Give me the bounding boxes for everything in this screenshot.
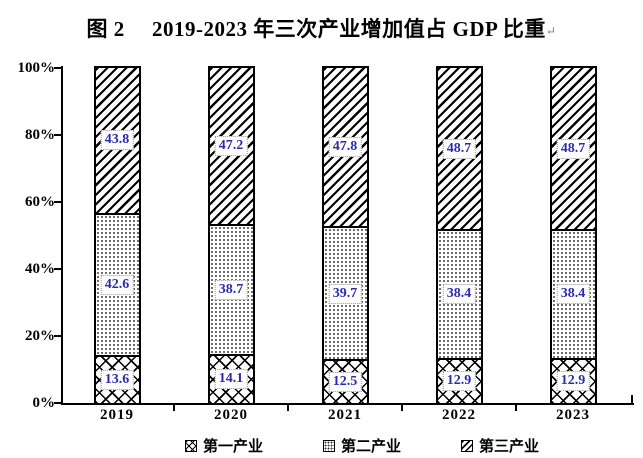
value-label: 38.4 <box>556 284 590 305</box>
value-label: 14.1 <box>214 369 248 390</box>
bar-2023: 48.7 38.4 12.9 <box>549 66 597 405</box>
bar-segment-第一产业: 12.9 <box>437 359 481 403</box>
value-label: 12.5 <box>328 372 362 393</box>
y-axis-tick <box>54 335 61 337</box>
legend-item-第三产业: 第三产业 <box>461 435 539 456</box>
paragraph-return-icon: ↵ <box>545 24 557 38</box>
value-label: 48.7 <box>442 138 476 159</box>
bar-segment-第三产业: 47.8 <box>323 68 367 229</box>
bar-2021: 47.8 39.7 12.5 <box>321 66 369 405</box>
y-tick-label: 0% <box>32 395 56 411</box>
y-tick-label: 60% <box>25 194 55 210</box>
bar-segment-第一产业: 12.5 <box>323 361 367 403</box>
y-tick-label: 20% <box>25 328 55 344</box>
bar-segment-第一产业: 12.9 <box>551 359 595 403</box>
legend: 第一产业 第二产业 第三产业 <box>185 435 539 456</box>
bar-segment-第二产业: 38.7 <box>209 226 253 356</box>
y-axis-tick <box>54 268 61 270</box>
legend-label: 第三产业 <box>479 439 540 455</box>
y-tick-label: 40% <box>25 261 55 277</box>
value-label: 13.6 <box>100 370 134 391</box>
value-label: 12.9 <box>442 371 476 392</box>
bar-2019: 43.8 42.6 13.6 <box>93 66 141 405</box>
legend-label: 第一产业 <box>203 439 264 455</box>
legend-swatch-crosshatch-icon <box>185 439 197 452</box>
value-label: 38.4 <box>442 284 476 305</box>
value-label: 43.8 <box>100 130 134 151</box>
bar-segment-第一产业: 13.6 <box>95 357 139 403</box>
bar-segment-第三产业: 48.7 <box>437 68 481 232</box>
value-label: 38.7 <box>214 279 248 300</box>
x-axis-tick <box>515 405 517 411</box>
y-tick-label: 100% <box>17 60 56 76</box>
chart-title-text: 图 2 2019-2023 年三次产业增加值占 GDP 比重 <box>86 17 546 41</box>
bar-segment-第一产业: 14.1 <box>209 355 253 403</box>
x-axis-tick <box>287 405 289 411</box>
value-label: 12.9 <box>556 371 590 392</box>
bar-segment-第二产业: 38.4 <box>551 231 595 360</box>
bar-segment-第二产业: 42.6 <box>95 214 139 358</box>
value-label: 39.7 <box>328 283 362 304</box>
bar-segment-第二产业: 39.7 <box>323 228 367 362</box>
bar-segment-第三产业: 43.8 <box>95 68 139 215</box>
bar-segment-第三产业: 47.2 <box>209 68 253 227</box>
bar-2020: 47.2 38.7 14.1 <box>207 66 255 405</box>
x-axis-end-tick <box>631 395 633 403</box>
x-tick-label: 2020 <box>214 407 248 423</box>
legend-swatch-diagonal-icon <box>461 439 474 452</box>
chart-title: 图 2 2019-2023 年三次产业增加值占 GDP 比重↵ <box>0 13 643 43</box>
y-axis-tick <box>54 67 61 69</box>
legend-label: 第二产业 <box>341 439 402 455</box>
value-label: 47.2 <box>214 136 248 157</box>
x-tick-label: 2021 <box>328 407 362 423</box>
x-tick-label: 2023 <box>556 407 590 423</box>
bar-2022: 48.7 38.4 12.9 <box>435 66 483 405</box>
legend-item-第一产业: 第一产业 <box>185 435 263 456</box>
legend-swatch-dots-icon <box>323 439 336 452</box>
x-tick-label: 2019 <box>100 407 134 423</box>
x-tick-label: 2022 <box>442 407 476 423</box>
y-axis-tick <box>54 201 61 203</box>
y-tick-label: 80% <box>25 127 55 143</box>
y-axis-line <box>61 66 63 405</box>
x-axis-tick <box>173 405 175 411</box>
y-axis-tick <box>54 402 61 404</box>
bar-segment-第三产业: 48.7 <box>551 68 595 232</box>
value-label: 48.7 <box>556 138 590 159</box>
value-label: 42.6 <box>100 275 134 296</box>
legend-item-第二产业: 第二产业 <box>323 435 401 456</box>
bar-segment-第二产业: 38.4 <box>437 231 481 360</box>
value-label: 47.8 <box>328 137 362 158</box>
y-axis-tick <box>54 134 61 136</box>
x-axis-tick <box>401 405 403 411</box>
